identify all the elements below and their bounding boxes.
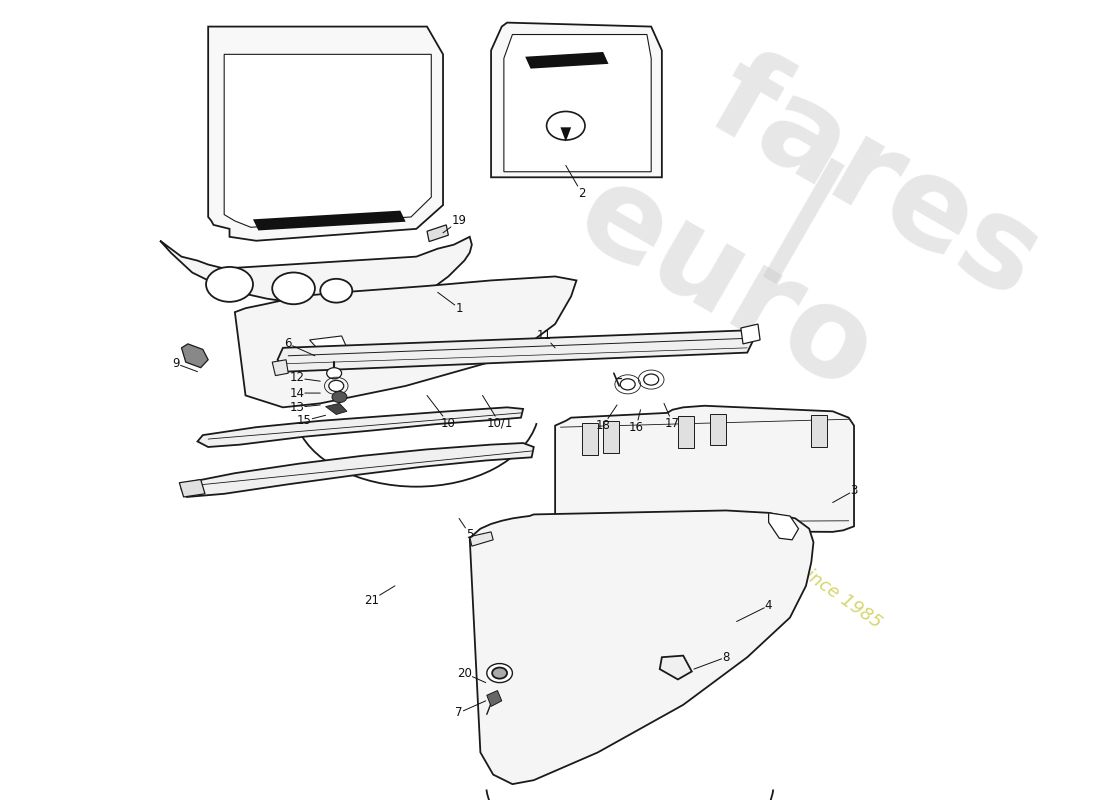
Polygon shape (272, 360, 288, 376)
Text: 6: 6 (285, 338, 315, 356)
Text: 16: 16 (629, 410, 644, 434)
Text: 14: 14 (289, 386, 320, 399)
Polygon shape (235, 277, 576, 407)
Text: 12: 12 (289, 371, 320, 385)
Polygon shape (561, 127, 571, 142)
Text: 13: 13 (289, 401, 320, 414)
Polygon shape (253, 210, 406, 230)
Polygon shape (470, 532, 493, 546)
Text: 15: 15 (297, 414, 326, 427)
Circle shape (329, 380, 343, 391)
Polygon shape (161, 237, 472, 304)
Polygon shape (179, 479, 205, 497)
Circle shape (332, 391, 346, 402)
Text: 18: 18 (596, 405, 617, 432)
Text: 17: 17 (664, 403, 680, 430)
Circle shape (272, 273, 315, 304)
Text: 10/1: 10/1 (483, 395, 513, 430)
Circle shape (320, 279, 352, 302)
Circle shape (327, 368, 342, 378)
Text: 19: 19 (443, 214, 466, 233)
Circle shape (620, 378, 635, 390)
Polygon shape (556, 406, 854, 532)
Text: euro: euro (557, 152, 895, 417)
Text: 2: 2 (565, 166, 585, 200)
Polygon shape (582, 423, 597, 455)
Polygon shape (198, 407, 524, 447)
Polygon shape (182, 443, 534, 497)
Polygon shape (277, 330, 752, 372)
Polygon shape (525, 52, 608, 69)
Text: fares: fares (690, 39, 1062, 323)
Text: 7: 7 (455, 701, 486, 719)
Polygon shape (326, 403, 346, 414)
Polygon shape (769, 513, 799, 540)
Circle shape (206, 267, 253, 302)
Polygon shape (224, 54, 431, 227)
Polygon shape (491, 22, 662, 178)
Text: 20: 20 (456, 666, 486, 682)
Text: 11: 11 (537, 330, 556, 348)
Circle shape (644, 374, 659, 385)
Polygon shape (470, 510, 814, 784)
Circle shape (492, 667, 507, 678)
Text: 3: 3 (833, 484, 858, 502)
Polygon shape (504, 34, 651, 172)
Text: a passion for parts since 1985: a passion for parts since 1985 (652, 461, 886, 631)
Polygon shape (427, 225, 449, 242)
Polygon shape (182, 344, 208, 368)
Circle shape (547, 111, 585, 140)
Text: |: | (745, 157, 857, 301)
Polygon shape (812, 415, 827, 447)
Polygon shape (741, 324, 760, 344)
Polygon shape (603, 421, 619, 453)
Polygon shape (309, 336, 346, 352)
Text: 21: 21 (364, 586, 395, 606)
Polygon shape (660, 656, 692, 679)
Polygon shape (710, 414, 726, 446)
Text: 8: 8 (694, 650, 729, 669)
Text: 5: 5 (459, 518, 473, 541)
Circle shape (487, 663, 513, 682)
Polygon shape (678, 416, 694, 448)
Text: 9: 9 (173, 358, 198, 372)
Text: 10: 10 (427, 395, 455, 430)
Text: 4: 4 (737, 599, 772, 622)
Polygon shape (208, 26, 443, 241)
Polygon shape (487, 690, 502, 706)
Text: 1: 1 (438, 292, 463, 314)
